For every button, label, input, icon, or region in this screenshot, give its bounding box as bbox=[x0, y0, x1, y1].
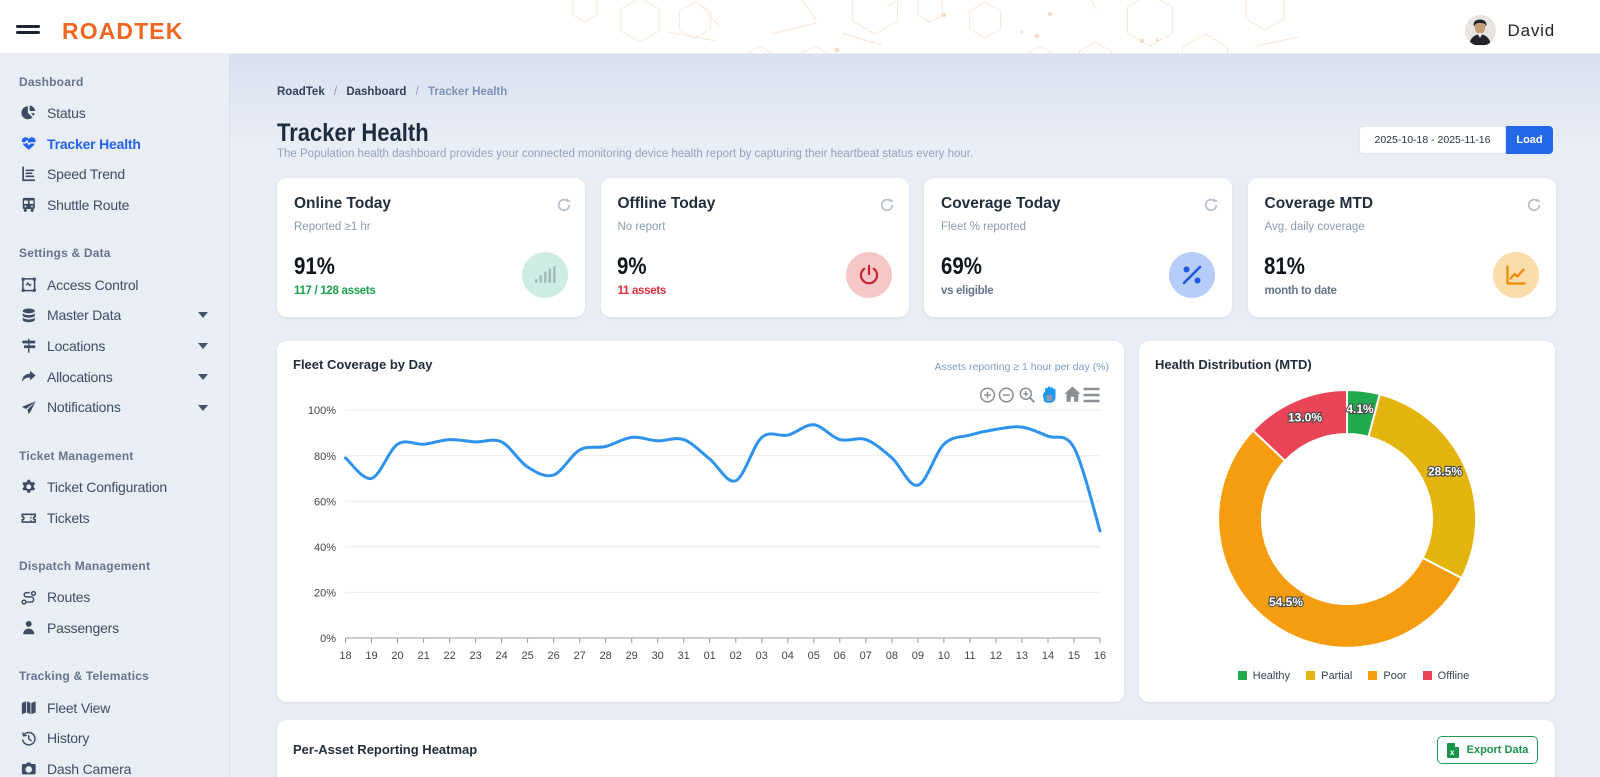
svg-text:02: 02 bbox=[730, 650, 742, 662]
svg-text:24: 24 bbox=[495, 650, 507, 662]
svg-text:54.5%: 54.5% bbox=[1269, 595, 1303, 609]
svg-text:01: 01 bbox=[704, 650, 716, 662]
svg-text:18: 18 bbox=[339, 650, 351, 662]
svg-text:28.5%: 28.5% bbox=[1428, 465, 1462, 479]
svg-text:0%: 0% bbox=[320, 633, 336, 645]
svg-text:20%: 20% bbox=[314, 588, 336, 600]
svg-text:07: 07 bbox=[860, 650, 872, 662]
svg-text:100%: 100% bbox=[308, 405, 336, 417]
svg-text:29: 29 bbox=[626, 650, 638, 662]
svg-text:23: 23 bbox=[469, 650, 481, 662]
svg-text:31: 31 bbox=[678, 650, 690, 662]
svg-text:19: 19 bbox=[365, 650, 377, 662]
svg-text:x: x bbox=[1450, 748, 1455, 757]
svg-text:21: 21 bbox=[417, 650, 429, 662]
svg-text:16: 16 bbox=[1094, 650, 1106, 662]
svg-text:26: 26 bbox=[547, 650, 559, 662]
svg-text:10: 10 bbox=[938, 650, 950, 662]
svg-text:13: 13 bbox=[1016, 650, 1028, 662]
svg-text:28: 28 bbox=[600, 650, 612, 662]
svg-text:27: 27 bbox=[574, 650, 586, 662]
svg-text:06: 06 bbox=[834, 650, 846, 662]
svg-text:04: 04 bbox=[782, 650, 794, 662]
svg-text:30: 30 bbox=[652, 650, 664, 662]
svg-text:08: 08 bbox=[886, 650, 898, 662]
svg-text:20: 20 bbox=[391, 650, 403, 662]
svg-text:03: 03 bbox=[756, 650, 768, 662]
svg-text:22: 22 bbox=[443, 650, 455, 662]
svg-text:4.1%: 4.1% bbox=[1346, 402, 1374, 416]
svg-text:60%: 60% bbox=[314, 496, 336, 508]
svg-text:40%: 40% bbox=[314, 542, 336, 554]
svg-text:11: 11 bbox=[964, 650, 975, 662]
svg-text:14: 14 bbox=[1042, 650, 1054, 662]
svg-text:15: 15 bbox=[1068, 650, 1080, 662]
svg-text:12: 12 bbox=[990, 650, 1002, 662]
svg-text:25: 25 bbox=[521, 650, 533, 662]
svg-text:09: 09 bbox=[912, 650, 924, 662]
svg-text:05: 05 bbox=[808, 650, 820, 662]
svg-text:13.0%: 13.0% bbox=[1288, 411, 1322, 425]
svg-text:80%: 80% bbox=[314, 451, 336, 463]
